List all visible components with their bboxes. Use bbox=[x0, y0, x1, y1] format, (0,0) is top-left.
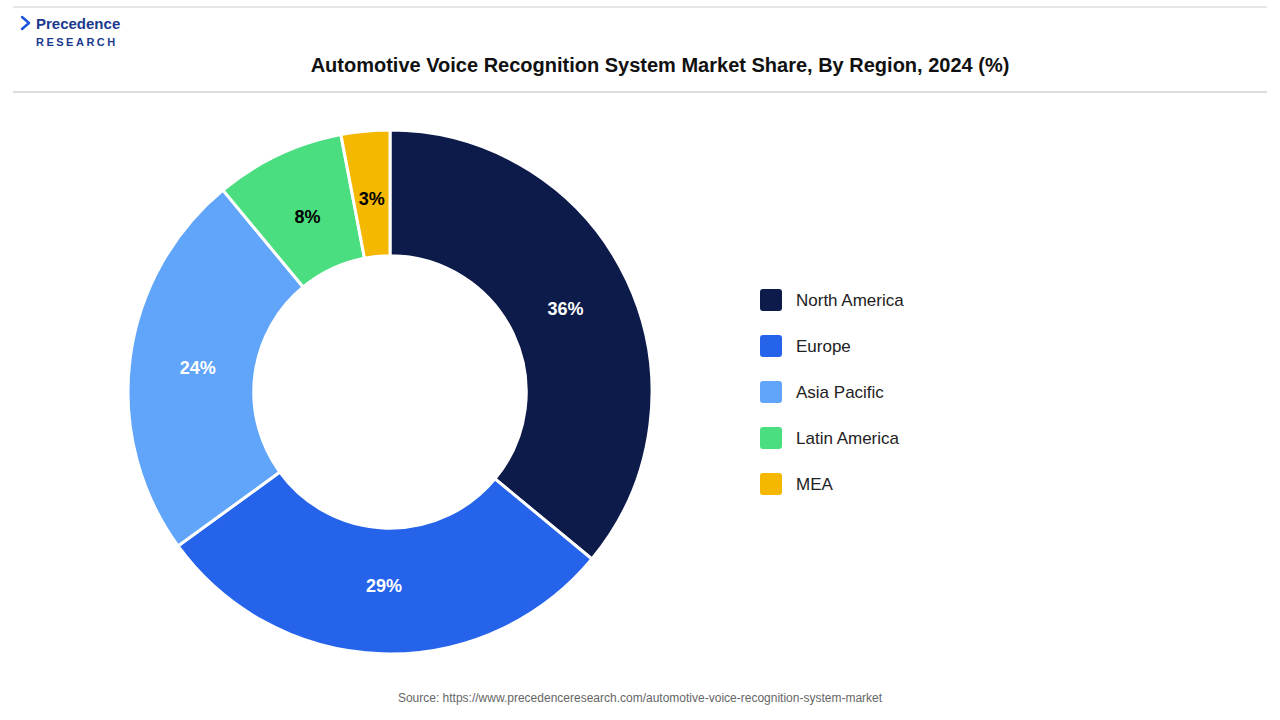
chart: Precedence RESEARCH Automotive Voice Recog… bbox=[0, 0, 1280, 720]
data-label: 8% bbox=[294, 207, 320, 227]
logo-icon bbox=[22, 17, 29, 29]
source-note: Source: https://www.precedenceresearch.c… bbox=[398, 691, 883, 705]
legend-swatch bbox=[760, 335, 782, 357]
legend: North America Europe Asia Pacific Latin Ame… bbox=[760, 289, 904, 495]
legend-item: Europe bbox=[760, 335, 851, 357]
legend-swatch bbox=[760, 473, 782, 495]
title: Automotive Voice Recognition System Mark… bbox=[311, 54, 1010, 76]
legend-item: MEA bbox=[760, 473, 834, 495]
donut bbox=[128, 130, 652, 654]
data-label: 3% bbox=[359, 189, 385, 209]
donut-slice bbox=[341, 130, 390, 258]
legend-label: Asia Pacific bbox=[796, 383, 884, 402]
legend-item: Latin America bbox=[760, 427, 900, 449]
legend-item: Asia Pacific bbox=[760, 381, 884, 403]
logo-subtitle: RESEARCH bbox=[36, 36, 118, 48]
donut-slice bbox=[223, 135, 364, 287]
title-rule bbox=[13, 92, 1267, 93]
legend-label: MEA bbox=[796, 475, 834, 494]
legend-swatch bbox=[760, 427, 782, 449]
data-label: 36% bbox=[547, 299, 583, 319]
background bbox=[0, 0, 1280, 720]
top-rule bbox=[13, 7, 1267, 8]
legend-swatch bbox=[760, 381, 782, 403]
logo-name: Precedence bbox=[36, 15, 120, 32]
logo: Precedence RESEARCH bbox=[22, 15, 120, 48]
legend-label: North America bbox=[796, 291, 904, 310]
data-label: 29% bbox=[366, 576, 402, 596]
legend-label: Latin America bbox=[796, 429, 900, 448]
legend-label: Europe bbox=[796, 337, 851, 356]
data-labels: 36% 29% 24% 8% 3% bbox=[180, 189, 584, 596]
legend-item: North America bbox=[760, 289, 904, 311]
donut-slice bbox=[390, 130, 652, 559]
legend-swatch bbox=[760, 289, 782, 311]
data-label: 24% bbox=[180, 358, 216, 378]
